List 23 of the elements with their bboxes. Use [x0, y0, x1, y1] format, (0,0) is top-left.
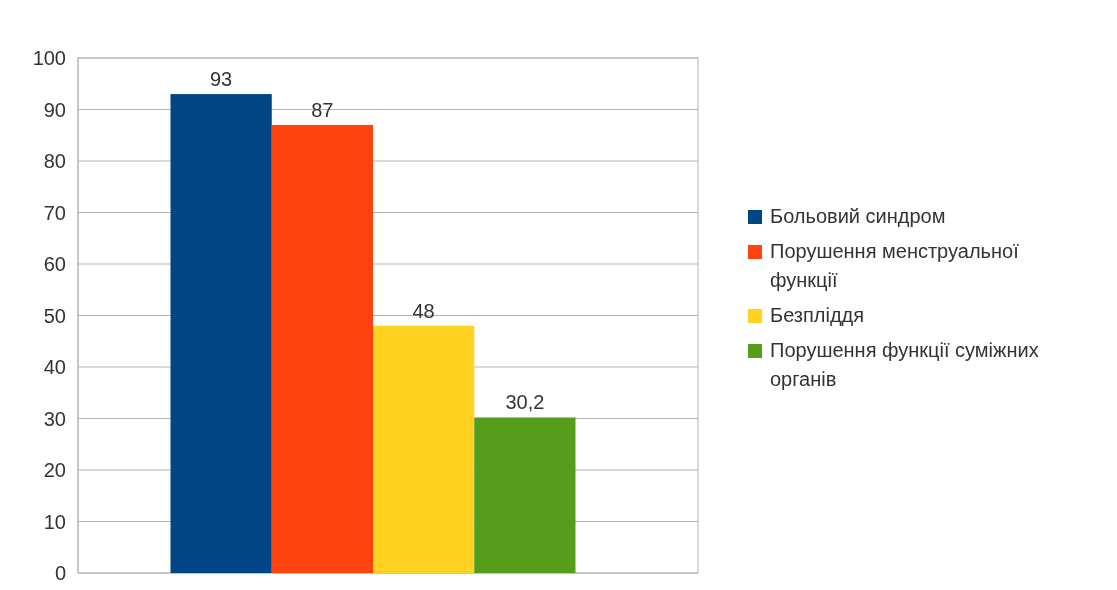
bar — [271, 124, 373, 573]
bar — [474, 417, 576, 573]
y-tick-label: 60 — [43, 253, 66, 275]
y-tick-label: 90 — [43, 98, 66, 121]
y-tick-label: 80 — [43, 150, 66, 172]
y-tick-label: 20 — [43, 459, 66, 481]
legend-label: Порушення функції суміжних органів — [770, 339, 1039, 390]
y-tick-label: 10 — [43, 510, 66, 533]
bar — [170, 94, 272, 573]
y-tick-label: 70 — [43, 201, 66, 224]
data-label: 87 — [311, 98, 334, 121]
y-tick-label: 30 — [43, 407, 66, 430]
legend-label: Безпліддя — [770, 304, 865, 326]
y-tick-label: 40 — [43, 356, 66, 378]
data-label: 93 — [210, 68, 233, 91]
y-tick-label: 50 — [43, 304, 66, 327]
data-label: 30,2 — [505, 391, 545, 414]
y-tick-label: 0 — [54, 562, 66, 584]
legend-label: Больовий синдром — [770, 205, 946, 227]
y-tick-label: 100 — [32, 47, 66, 69]
legend-label: Порушення менструальної функції — [770, 240, 1020, 291]
data-label: 48 — [412, 299, 435, 322]
bar — [373, 325, 475, 573]
